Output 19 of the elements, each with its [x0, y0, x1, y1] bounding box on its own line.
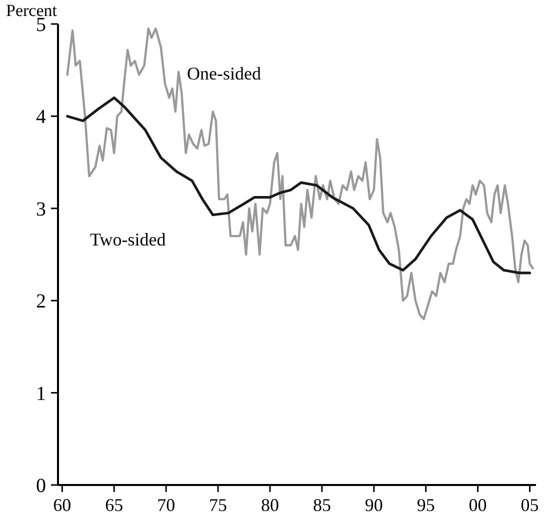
x-tick-label: 60 [53, 495, 72, 515]
y-tick-label: 4 [36, 106, 46, 128]
y-tick-label: 3 [36, 198, 46, 220]
x-tick-label: 75 [209, 495, 228, 515]
y-tick-label: 1 [36, 382, 46, 405]
x-tick-label: 95 [416, 495, 435, 515]
y-tick-label: 2 [36, 290, 46, 313]
x-tick-label: 90 [364, 495, 383, 515]
x-tick-label: 85 [312, 495, 331, 515]
x-tick-label: 00 [468, 495, 487, 515]
x-tick-label: 05 [520, 495, 539, 515]
series-label: One-sided [187, 63, 262, 84]
text: Two-sided [90, 229, 166, 250]
y-tick-label: 0 [36, 475, 46, 497]
x-tick-label: 80 [260, 495, 279, 515]
x-tick-label: 70 [157, 495, 176, 515]
line-series [66, 28, 534, 320]
x-tick-label: 65 [105, 495, 124, 515]
line-series [66, 96, 532, 274]
